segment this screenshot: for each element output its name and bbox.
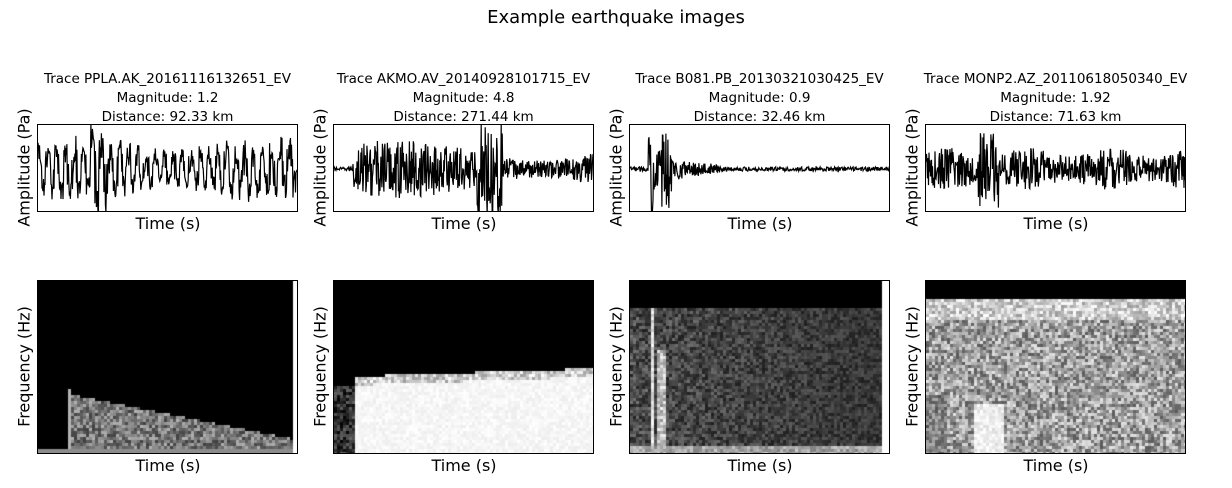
waveform-line <box>38 125 297 211</box>
panel-title-distance: Distance: 32.46 km <box>693 109 826 125</box>
panel-title-magnitude: Magnitude: 4.8 <box>412 90 515 106</box>
panel-title: Trace AKMO.AV_20140928101715_EV Magnitude… <box>314 70 614 127</box>
waveform-plot <box>629 124 890 212</box>
waveform-svg <box>926 133 1185 208</box>
spectrogram-plot <box>333 280 594 454</box>
waveform-ylabel: Amplitude (Pa) <box>14 108 34 227</box>
spectrogram-xlabel: Time (s) <box>1023 456 1089 475</box>
spectrogram-plot <box>629 280 890 454</box>
waveform-line <box>926 133 1185 208</box>
waveform-plot <box>37 124 298 212</box>
panel-title-magnitude: Magnitude: 1.92 <box>1000 90 1111 106</box>
waveform-ylabel: Amplitude (Pa) <box>606 108 626 227</box>
waveform-plot <box>333 124 594 212</box>
waveform-xlabel: Time (s) <box>135 214 201 233</box>
waveform-plot <box>925 124 1186 212</box>
waveform-xlabel: Time (s) <box>431 214 497 233</box>
panel-title-trace: Trace B081.PB_20130321030425_EV <box>635 71 884 87</box>
waveform-svg <box>630 133 889 211</box>
spectrogram-image <box>38 281 297 453</box>
panel-title-magnitude: Magnitude: 1.2 <box>116 90 219 106</box>
spectrogram-xlabel: Time (s) <box>431 456 497 475</box>
panel-title-distance: Distance: 92.33 km <box>101 109 234 125</box>
figure-title: Example earthquake images <box>487 7 745 28</box>
waveform-xlabel: Time (s) <box>727 214 793 233</box>
spectrogram-xlabel: Time (s) <box>135 456 201 475</box>
spectrogram-ylabel: Frequency (Hz) <box>310 306 330 427</box>
waveform-svg <box>38 125 297 211</box>
panel-title: Trace MONP2.AZ_20110618050340_EV Magnitud… <box>906 70 1206 127</box>
panel-title-trace: Trace PPLA.AK_20161116132651_EV <box>43 71 292 87</box>
spectrogram-ylabel: Frequency (Hz) <box>606 306 626 427</box>
spectrogram-xlabel: Time (s) <box>727 456 793 475</box>
waveform-svg <box>334 125 593 211</box>
spectrogram-plot <box>925 280 1186 454</box>
panel-title-distance: Distance: 271.44 km <box>393 109 534 125</box>
waveform-ylabel: Amplitude (Pa) <box>902 108 922 227</box>
waveform-ylabel: Amplitude (Pa) <box>310 108 330 227</box>
spectrogram-image <box>334 281 593 453</box>
panel-title-magnitude: Magnitude: 0.9 <box>708 90 811 106</box>
waveform-line <box>334 125 593 211</box>
panel-title: Trace B081.PB_20130321030425_EV Magnitude… <box>610 70 910 127</box>
waveform-line <box>630 133 889 211</box>
spectrogram-image <box>926 281 1185 453</box>
spectrogram-plot <box>37 280 298 454</box>
panel-title-trace: Trace MONP2.AZ_20110618050340_EV <box>923 71 1188 87</box>
panel-title: Trace PPLA.AK_20161116132651_EV Magnitude… <box>18 70 318 127</box>
waveform-xlabel: Time (s) <box>1023 214 1089 233</box>
spectrogram-ylabel: Frequency (Hz) <box>14 306 34 427</box>
spectrogram-image <box>630 281 889 453</box>
spectrogram-ylabel: Frequency (Hz) <box>902 306 922 427</box>
panel-title-trace: Trace AKMO.AV_20140928101715_EV <box>336 71 591 87</box>
panel-title-distance: Distance: 71.63 km <box>989 109 1122 125</box>
